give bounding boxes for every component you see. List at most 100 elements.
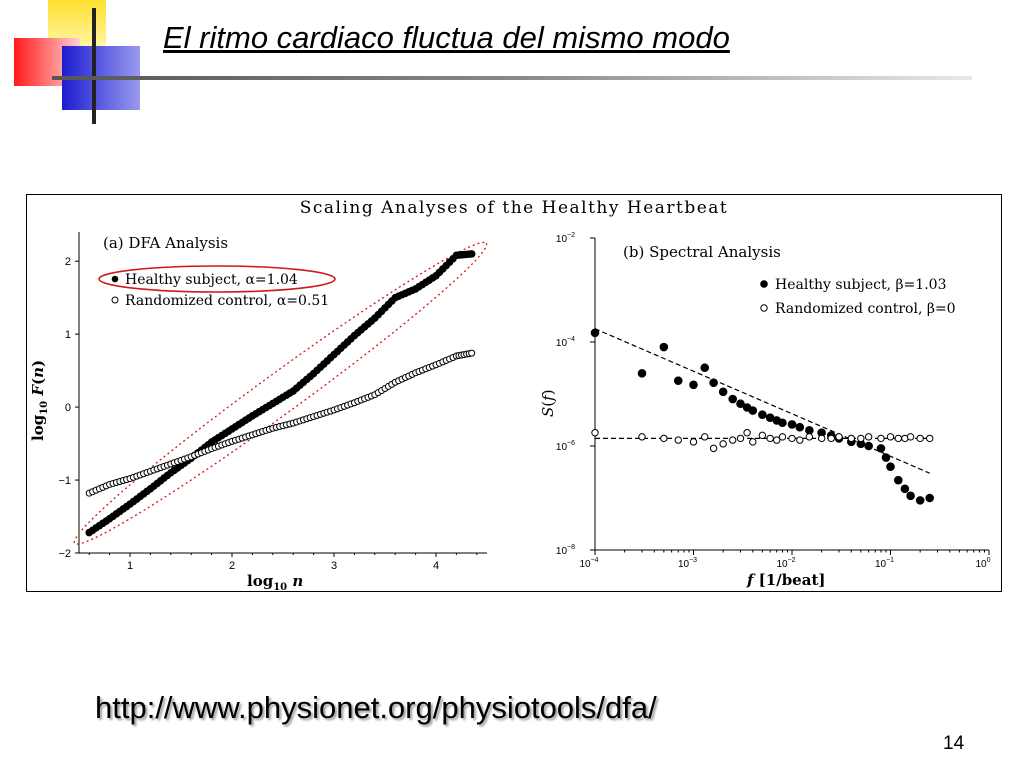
- deco-vertical-line: [92, 8, 96, 124]
- dfa-legend-label-healthy: Healthy subject, α=1.04: [125, 272, 298, 288]
- spectral-point: [766, 434, 774, 443]
- dfa-y-tick-label: 0: [65, 402, 71, 414]
- figure-title: Scaling Analyses of the Healthy Heartbea…: [300, 198, 729, 218]
- spectral-point: [906, 491, 915, 501]
- spectral-title: (b) Spectral Analysis: [623, 243, 781, 261]
- spectral-y-tick-label: 10−2: [556, 232, 575, 245]
- page-number: 14: [943, 733, 965, 754]
- spectral-point: [748, 406, 758, 415]
- dfa-x-tick-label: 3: [331, 560, 337, 572]
- spectral-x-tick-exp: −2: [788, 557, 796, 564]
- dfa-legend-marker-randomized: [111, 296, 119, 304]
- scaling-figure: Scaling Analyses of the Healthy Heartbea…: [29, 198, 991, 591]
- dfa-x-tick-label: 2: [229, 560, 235, 572]
- figure-panel: Scaling Analyses of the Healthy Heartbea…: [26, 194, 1002, 592]
- spectral-point: [805, 433, 814, 441]
- spectral-y-tick-label: 10−8: [556, 544, 575, 557]
- spectral-point: [894, 434, 902, 443]
- spectral-point: [778, 418, 787, 428]
- spectral-point: [638, 433, 646, 441]
- spectral-x-tick-exp: −1: [886, 557, 894, 564]
- spectral-series-healthy: [590, 328, 934, 505]
- spectral-point: [900, 484, 910, 494]
- spectral-x-tick-exp: −3: [689, 557, 697, 564]
- dfa-legend-highlight: [98, 265, 336, 293]
- spectral-point: [591, 429, 599, 437]
- spectral-x-tick-label: 10−1: [875, 557, 894, 570]
- spectral-point: [827, 434, 835, 443]
- spectral-point: [925, 493, 934, 503]
- spectral-y-label: S(f): [539, 389, 557, 417]
- spectral-legend: Healthy subject, β=1.03 Randomized contro…: [760, 277, 956, 317]
- spectral-point: [660, 434, 668, 443]
- spectral-point: [689, 438, 698, 446]
- spectral-legend-marker-randomized: [760, 304, 768, 312]
- spectral-point: [881, 453, 891, 462]
- spectral-point: [758, 431, 767, 440]
- spectral-point: [893, 475, 903, 485]
- dfa-y-tick-label: −1: [58, 475, 71, 487]
- spectral-x-tick-label: 100: [975, 557, 990, 570]
- spectral-point: [590, 328, 600, 338]
- spectral-point: [709, 378, 718, 387]
- spectral-point: [857, 434, 865, 443]
- spectral-legend-label-randomized: Randomized control, β=0: [775, 301, 956, 317]
- spectral-point: [736, 434, 745, 443]
- spectral-point: [689, 380, 698, 390]
- spectral-panel: 10−4 10−3 10−2 10−1 100 10−8 10−6 10−4 10−2 (b) S…: [539, 232, 991, 589]
- spectral-point: [709, 444, 718, 453]
- spectral-point: [788, 434, 796, 443]
- spectral-point: [817, 434, 826, 443]
- dfa-highlight-ellipse: [73, 241, 488, 545]
- spectral-point: [864, 441, 873, 451]
- spectral-point: [728, 436, 737, 444]
- spectral-point: [805, 426, 814, 435]
- spectral-x-tick-exp: 0: [987, 557, 991, 564]
- spectral-point: [915, 496, 925, 505]
- spectral-point: [736, 399, 745, 409]
- spectral-point: [674, 436, 682, 444]
- spectral-legend-marker-healthy: [760, 280, 768, 288]
- spectral-x-tick-exp: −4: [591, 557, 599, 564]
- spectral-point: [876, 444, 886, 453]
- spectral-point: [847, 434, 856, 443]
- spectral-point: [728, 394, 737, 404]
- dfa-y-tick-label: 1: [65, 329, 71, 341]
- spectral-x-tick-label: 10−4: [579, 557, 598, 570]
- spectral-point: [835, 433, 843, 441]
- spectral-y-tick-exp: −6: [567, 440, 575, 447]
- source-link[interactable]: http://www.physionet.org/physiotools/dfa…: [95, 690, 657, 725]
- spectral-point: [773, 436, 781, 444]
- dfa-y-tick-label: −2: [58, 548, 71, 560]
- spectral-point: [673, 376, 683, 386]
- spectral-point: [795, 422, 805, 432]
- spectral-y-tick-label: 10−6: [556, 440, 575, 453]
- spectral-point: [886, 433, 895, 441]
- spectral-point: [700, 363, 710, 373]
- spectral-point: [864, 433, 873, 441]
- spectral-point: [886, 462, 895, 471]
- spectral-y-tick-exp: −4: [567, 336, 575, 343]
- dfa-legend-label-randomized: Randomized control, α=0.51: [125, 293, 329, 309]
- dfa-legend: Healthy subject, α=1.04 Randomized contro…: [98, 265, 336, 309]
- spectral-y-tick-exp: −8: [567, 544, 575, 551]
- spectral-point: [719, 440, 727, 448]
- dfa-point: [467, 250, 476, 258]
- dfa-x-label: log10 n: [247, 572, 303, 591]
- spectral-point: [749, 438, 757, 446]
- dfa-x-tick-label: 1: [127, 560, 133, 572]
- spectral-point: [758, 410, 767, 419]
- spectral-y-tick-label: 10−4: [556, 336, 575, 349]
- spectral-y-tick-exp: −2: [567, 232, 575, 239]
- dfa-panel: 1 2 3 4 −2 −1 0 1 2 (a) DFA Analysis log10 n log10 …: [29, 232, 488, 591]
- dfa-title: (a) DFA Analysis: [103, 234, 228, 252]
- spectral-x-label: f [1/beat]: [746, 571, 825, 589]
- dfa-series-randomized: [85, 349, 476, 497]
- spectral-point: [916, 434, 924, 443]
- spectral-series-randomized: [591, 429, 934, 453]
- spectral-point: [778, 433, 787, 441]
- spectral-x-tick-label: 10−2: [776, 557, 795, 570]
- spectral-point: [718, 387, 728, 397]
- dfa-y-label: log10 F(n): [29, 360, 50, 441]
- spectral-legend-label-healthy: Healthy subject, β=1.03: [775, 277, 946, 293]
